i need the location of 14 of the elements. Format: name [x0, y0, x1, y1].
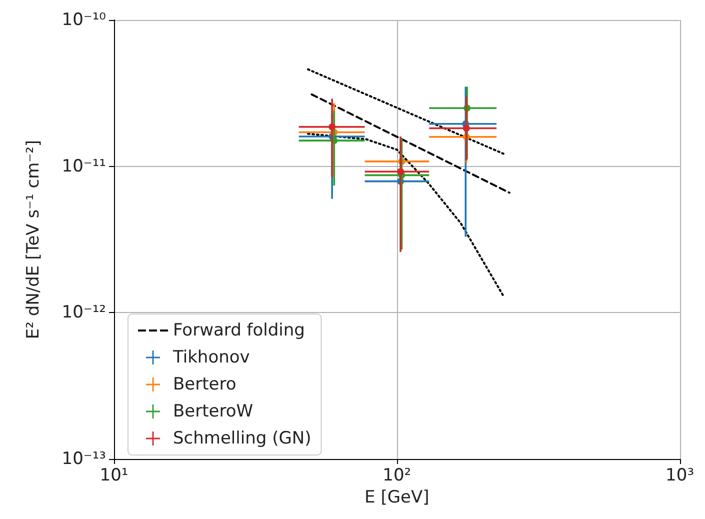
y-tick-label: 10⁻¹¹ [62, 156, 106, 176]
x-tick-label: 10³ [666, 466, 694, 486]
point [397, 168, 404, 176]
point [462, 124, 470, 132]
legend-label: Bertero [173, 374, 236, 394]
legend-label: Tikhonov [172, 348, 250, 368]
legend-label: Schmelling (GN) [173, 428, 312, 448]
y-tick-label: 10⁻¹² [62, 302, 106, 323]
legend-label: Forward folding [173, 320, 305, 340]
x-axis-title: E [GeV] [364, 488, 430, 508]
y-tick-label: 10⁻¹⁰ [62, 10, 106, 30]
x-tick-label: 10² [382, 466, 412, 486]
y-axis-title: E² dN/dE [TeV s⁻¹ cm⁻²] [24, 140, 44, 340]
legend-label: BerteroW [173, 402, 254, 422]
